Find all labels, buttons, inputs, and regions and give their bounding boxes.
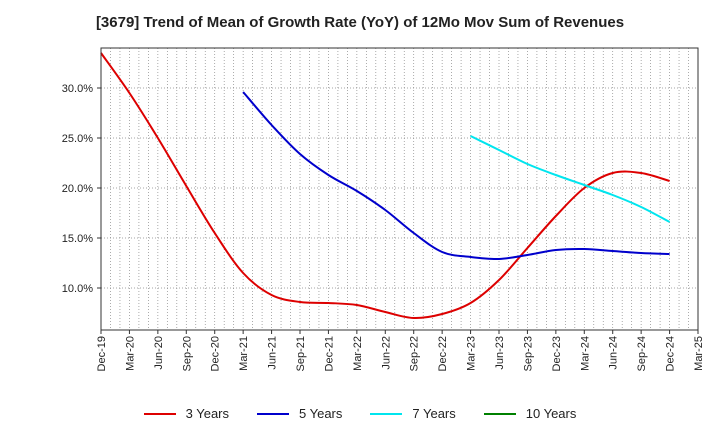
legend-item-7-years: 7 Years [370, 406, 456, 421]
y-tick-label: 15.0% [62, 233, 93, 245]
x-tick-label: Mar-25 [693, 336, 705, 371]
y-tick-label: 25.0% [62, 133, 93, 145]
y-tick-label: 10.0% [62, 283, 93, 295]
legend-swatch [257, 412, 289, 415]
grid-layer [101, 48, 698, 330]
legend-swatch [143, 412, 176, 415]
x-tick-label: Sep-24 [636, 336, 648, 371]
x-tick-label: Dec-20 [210, 336, 222, 371]
legend: 3 Years 5 Years 7 Years 10 Years [0, 406, 720, 421]
x-tick-label: Mar-20 [124, 336, 136, 371]
x-tick-label: Dec-21 [323, 336, 335, 371]
x-tick-label: Dec-24 [665, 336, 677, 371]
legend-item-10-years: 10 Years [483, 406, 577, 421]
x-tick-label: Sep-21 [295, 336, 307, 371]
x-tick-label: Sep-20 [181, 336, 193, 371]
legend-label: 7 Years [412, 406, 456, 421]
series-line-5-years [242, 91, 670, 261]
x-tick-label: Sep-22 [409, 336, 421, 371]
series-line-7-years [470, 135, 671, 223]
y-tick-label: 20.0% [62, 183, 93, 195]
x-tick-label: Jun-21 [267, 336, 279, 370]
x-tick-label: Jun-22 [380, 336, 392, 370]
y-tick-label: 30.0% [62, 83, 93, 95]
legend-item-3-years: 3 Years [143, 406, 229, 421]
legend-swatch [483, 412, 516, 415]
x-tick-label: Jun-24 [608, 336, 620, 370]
legend-label: 3 Years [185, 406, 229, 421]
x-tick-label: Mar-21 [238, 336, 250, 371]
series-layer [100, 52, 671, 320]
x-tick-label: Mar-22 [352, 336, 364, 371]
x-tick-label: Mar-23 [466, 336, 478, 371]
x-tick-label: Sep-23 [522, 336, 534, 371]
axis-layer: 10.0% 15.0% 20.0% 25.0% 30.0% Dec-19 Mar-20 Jun… [62, 47, 705, 371]
x-tick-label: Dec-19 [96, 336, 108, 371]
x-tick-label: Mar-24 [579, 336, 591, 371]
legend-item-5-years: 5 Years [257, 406, 342, 421]
x-tick-label: Jun-20 [153, 336, 165, 370]
plot-frame [100, 47, 699, 331]
x-tick-label: Dec-23 [551, 336, 563, 371]
x-tick-label: Jun-23 [494, 336, 506, 370]
chart-title: [3679] Trend of Mean of Growth Rate (YoY… [95, 14, 625, 31]
x-tick-label: Dec-22 [437, 336, 449, 371]
legend-label: 10 Years [525, 406, 577, 421]
legend-label: 5 Years [299, 406, 343, 421]
legend-swatch [370, 412, 403, 415]
